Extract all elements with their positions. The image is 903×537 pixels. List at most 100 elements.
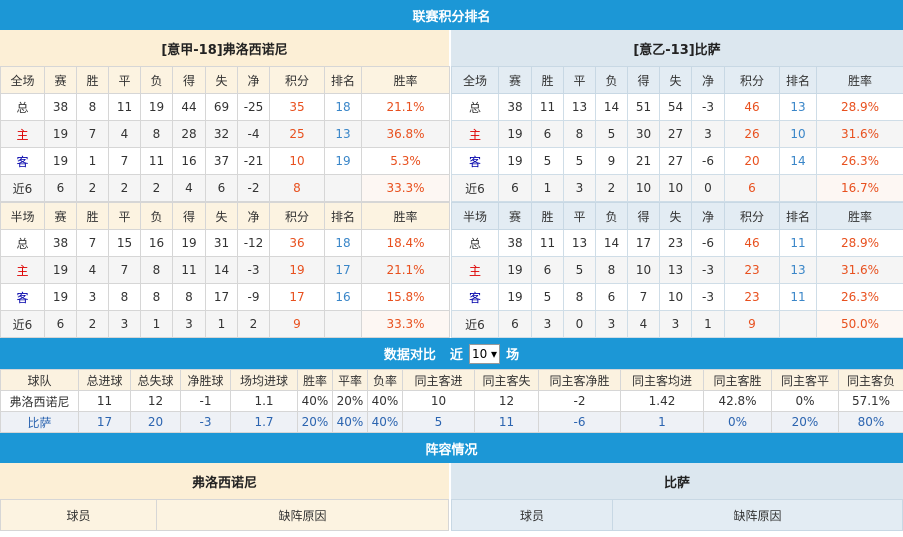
column-header: 胜率 bbox=[361, 66, 450, 94]
cell: -3 bbox=[691, 256, 725, 284]
cell: 主 bbox=[0, 120, 45, 148]
column-header: 得 bbox=[627, 66, 660, 94]
reason-header: 缺阵原因 bbox=[612, 499, 903, 531]
cell: 10 bbox=[627, 174, 660, 202]
cell: 2 bbox=[595, 174, 628, 202]
cell: 12 bbox=[474, 390, 539, 412]
cell: 10 bbox=[269, 147, 325, 175]
cell: 4 bbox=[627, 310, 660, 338]
cell: 28 bbox=[172, 120, 206, 148]
cell: -3 bbox=[180, 411, 231, 433]
cell: 10 bbox=[402, 390, 475, 412]
cell: -25 bbox=[237, 93, 270, 121]
cell: 1.7 bbox=[230, 411, 298, 433]
cell: 3 bbox=[563, 174, 596, 202]
column-header: 得 bbox=[172, 66, 206, 94]
lineup-title: 阵容情况 bbox=[425, 442, 478, 458]
cell: 8 bbox=[595, 256, 628, 284]
cell: 3 bbox=[691, 120, 725, 148]
column-header: 同主客进 bbox=[402, 369, 475, 391]
cell: 4 bbox=[172, 174, 206, 202]
team-link[interactable]: 比萨 bbox=[0, 411, 79, 433]
cell: 33.3% bbox=[361, 174, 450, 202]
column-header: 同主客胜 bbox=[703, 369, 772, 391]
cell: 7 bbox=[108, 147, 141, 175]
column-header: 赛 bbox=[44, 66, 77, 94]
cell: 42.8% bbox=[703, 390, 772, 412]
cell: 18 bbox=[324, 93, 362, 121]
cell: 23 bbox=[724, 283, 780, 311]
cell: 7 bbox=[76, 120, 109, 148]
cell: 44 bbox=[172, 93, 206, 121]
cell: 26.3% bbox=[816, 283, 903, 311]
cell: 13 bbox=[779, 93, 817, 121]
column-header: 同主客负 bbox=[838, 369, 903, 391]
column-header: 球队 bbox=[0, 369, 79, 391]
header-row: 半场赛胜平负得失净积分 排名 胜率 bbox=[451, 202, 903, 230]
cell: 1 bbox=[76, 147, 109, 175]
cell: 20% bbox=[332, 390, 368, 412]
compare-table: 球队 总进球 总失球 净胜球 场均进球 胜率 平率 负率 同主客进 同主客失 同主客净胜 同主客均进同… bbox=[0, 369, 903, 433]
cell: 38 bbox=[498, 93, 532, 121]
home-lineup-table: 球员 缺阵原因 bbox=[0, 499, 449, 531]
cell: 10 bbox=[779, 120, 817, 148]
away-team-name: [意乙-13]比萨 bbox=[451, 30, 903, 66]
table-row: 客 19 3 8 8 8 17 -9 17 16 15.8% bbox=[0, 283, 450, 311]
cell: 69 bbox=[205, 93, 238, 121]
reason-header: 缺阵原因 bbox=[156, 499, 449, 531]
column-header: 胜 bbox=[76, 66, 109, 94]
cell: 28.9% bbox=[816, 229, 903, 257]
away-full-table: 全场赛胜平负得失净积分 排名 胜率总 38 11 13 14 51 54 -3 46 13 28.9% 主… bbox=[451, 66, 903, 202]
cell: 近6 bbox=[0, 310, 45, 338]
column-header: 排名 bbox=[324, 202, 362, 230]
cell: 30 bbox=[627, 120, 660, 148]
column-header: 赛 bbox=[498, 66, 532, 94]
cell: -3 bbox=[691, 283, 725, 311]
cell: 13 bbox=[659, 256, 692, 284]
cell: 38 bbox=[498, 229, 532, 257]
cell: 2 bbox=[237, 310, 270, 338]
cell: 38 bbox=[44, 229, 77, 257]
cell: 40% bbox=[297, 390, 333, 412]
cell: 6 bbox=[44, 310, 77, 338]
cell: 17 bbox=[78, 411, 131, 433]
cell: -12 bbox=[237, 229, 270, 257]
table-row: 比萨 17 20 -3 1.7 20% 40% 40% 5 11 -6 1 0% 20% 80% bbox=[0, 411, 903, 433]
cell: 1 bbox=[531, 174, 564, 202]
column-header: 赛 bbox=[44, 202, 77, 230]
team-link[interactable]: 弗洛西诺尼 bbox=[0, 390, 79, 412]
cell: -3 bbox=[237, 256, 270, 284]
header-row: 半场赛胜平负得失净积分 排名 胜率 bbox=[0, 202, 450, 230]
match-count-select[interactable]: 10 ▾ bbox=[468, 343, 501, 364]
cell: 1 bbox=[205, 310, 238, 338]
cell: 19 bbox=[44, 283, 77, 311]
column-header: 全场 bbox=[451, 66, 499, 94]
cell: 37 bbox=[205, 147, 238, 175]
column-header: 平 bbox=[563, 202, 596, 230]
cell: 8 bbox=[563, 120, 596, 148]
cell: 5 bbox=[563, 147, 596, 175]
cell: 20 bbox=[130, 411, 181, 433]
cell: 16 bbox=[140, 229, 173, 257]
cell: 8 bbox=[172, 283, 206, 311]
cell: 6 bbox=[724, 174, 780, 202]
column-header: 平 bbox=[108, 202, 141, 230]
away-lineup: 比萨 球员 缺阵原因 bbox=[451, 463, 903, 531]
home-lineup: 弗洛西诺尼 球员 缺阵原因 bbox=[0, 463, 449, 531]
cell: 6 bbox=[44, 174, 77, 202]
cell: 19 bbox=[498, 120, 532, 148]
home-lineup-team: 弗洛西诺尼 bbox=[0, 463, 449, 499]
cell: 35 bbox=[269, 93, 325, 121]
cell: 5 bbox=[563, 256, 596, 284]
cell: 27 bbox=[659, 147, 692, 175]
standings: [意甲-18]弗洛西诺尼 全场赛胜平负得失净积分 排名 胜率总 38 8 11 19 44 69… bbox=[0, 30, 903, 338]
cell: 2 bbox=[76, 310, 109, 338]
table-row: 近6 6 2 2 2 4 6 -2 8 33.3% bbox=[0, 174, 450, 202]
column-header: 积分 bbox=[724, 202, 780, 230]
cell: 18.4% bbox=[361, 229, 450, 257]
table-row: 主 19 7 4 8 28 32 -4 25 13 36.8% bbox=[0, 120, 450, 148]
column-header: 胜率 bbox=[361, 202, 450, 230]
cell: 25 bbox=[269, 120, 325, 148]
cell: -21 bbox=[237, 147, 270, 175]
standings-title-bar: 联赛积分排名 bbox=[0, 0, 903, 30]
